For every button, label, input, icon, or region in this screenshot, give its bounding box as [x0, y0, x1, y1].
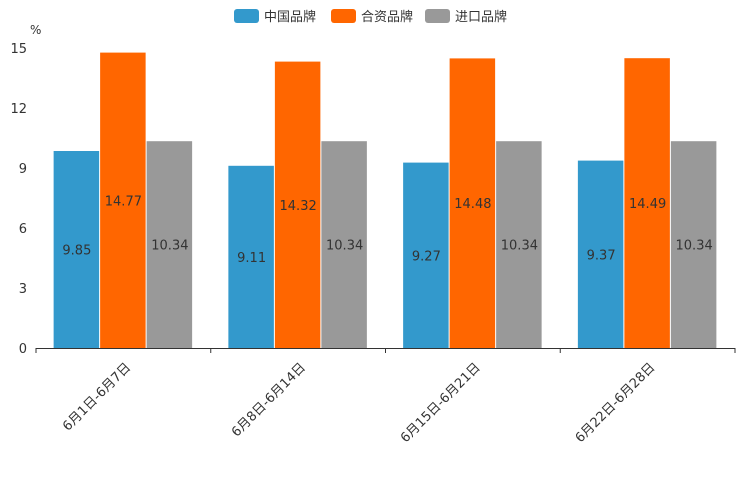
- bar[interactable]: [53, 151, 100, 348]
- y-tick-label: 12: [10, 102, 27, 117]
- x-tick-label: 6月22日-6月28日: [573, 360, 659, 446]
- data-label: 9.11: [237, 251, 266, 266]
- legend: 中国品牌 合资品牌 进口品牌: [234, 9, 507, 25]
- bar[interactable]: [449, 58, 496, 349]
- legend-label-1[interactable]: 中国品牌: [264, 9, 316, 25]
- y-tick-label: 15: [10, 42, 27, 57]
- data-label: 10.34: [151, 239, 188, 254]
- data-label: 10.34: [326, 239, 363, 254]
- bar[interactable]: [670, 141, 717, 348]
- y-tick-label: 3: [19, 282, 27, 297]
- data-label: 9.85: [62, 244, 91, 259]
- bars: [53, 52, 717, 349]
- bar[interactable]: [496, 141, 542, 348]
- legend-swatch-3[interactable]: [425, 9, 450, 23]
- legend-swatch-1[interactable]: [234, 9, 259, 23]
- x-axis: 6月1日-6月7日 6月8日-6月14日 6月15日-6月21日 6月22日-6月28…: [35, 348, 736, 446]
- y-tick-label: 6: [19, 222, 27, 237]
- data-label: 10.34: [676, 239, 713, 254]
- bar[interactable]: [146, 141, 193, 348]
- legend-swatch-2[interactable]: [331, 9, 356, 23]
- x-tick-label: 6月15日-6月21日: [398, 360, 484, 446]
- legend-label-2[interactable]: 合资品牌: [361, 9, 413, 25]
- bar[interactable]: [403, 162, 449, 348]
- bar[interactable]: [577, 160, 624, 348]
- data-label: 9.27: [412, 249, 441, 264]
- legend-label-3[interactable]: 进口品牌: [455, 9, 507, 25]
- bar[interactable]: [100, 52, 146, 348]
- bar[interactable]: [624, 58, 670, 348]
- data-label: 9.37: [587, 248, 616, 263]
- bar[interactable]: [274, 61, 321, 348]
- data-label: 14.49: [629, 197, 666, 212]
- data-label: 10.34: [501, 239, 538, 254]
- y-tick-label: 0: [19, 342, 27, 357]
- bar[interactable]: [228, 165, 274, 348]
- x-tick-label: 6月8日-6月14日: [229, 360, 309, 440]
- data-label: 14.32: [280, 199, 317, 214]
- y-axis-unit-label: %: [30, 23, 41, 37]
- x-tick-label: 6月1日-6月7日: [60, 360, 134, 434]
- data-label: 14.77: [105, 194, 142, 209]
- y-tick-label: 9: [19, 162, 27, 177]
- bar[interactable]: [321, 141, 367, 348]
- y-axis: 0 3 6 9 12 15: [10, 42, 27, 357]
- data-labels: 9.85 14.77 10.34 9.11 14.32 10.34 9.27 14.48 10.…: [62, 194, 712, 266]
- data-label: 14.48: [454, 197, 491, 212]
